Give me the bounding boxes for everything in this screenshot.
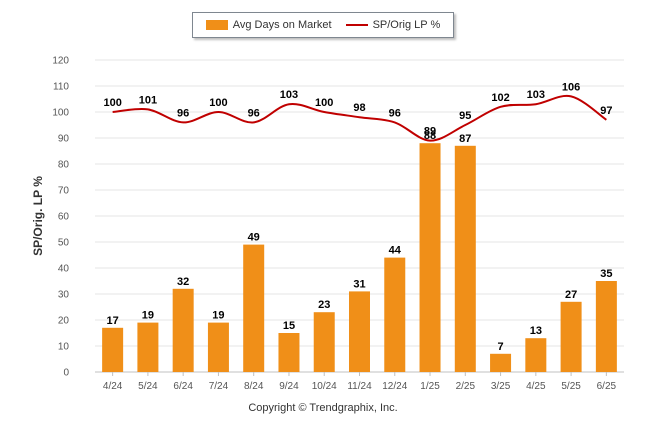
bar-value-label: 44 xyxy=(389,245,402,257)
bar-value-label: 31 xyxy=(353,278,365,290)
bar-value-label: 15 xyxy=(283,320,295,332)
y-tick-label: 70 xyxy=(58,186,70,197)
legend-label-bar: Avg Days on Market xyxy=(232,19,332,31)
y-tick-label: 20 xyxy=(58,316,70,327)
bar-value-label: 19 xyxy=(142,310,154,322)
x-tick-label: 6/25 xyxy=(597,381,617,392)
y-tick-label: 40 xyxy=(58,264,70,275)
y-tick-label: 110 xyxy=(53,82,69,93)
bar xyxy=(454,145,476,372)
bar-value-label: 87 xyxy=(459,133,471,145)
bar-value-label: 23 xyxy=(318,299,330,311)
x-tick-label: 5/24 xyxy=(138,381,158,392)
legend-swatch-bar xyxy=(205,20,228,30)
line-value-label: 89 xyxy=(424,126,436,138)
y-tick-label: 60 xyxy=(58,212,70,223)
line-value-label: 103 xyxy=(280,89,298,101)
bar xyxy=(137,322,159,372)
bar xyxy=(278,333,300,372)
bar xyxy=(172,288,194,372)
bar-value-label: 7 xyxy=(498,341,504,353)
bar xyxy=(525,338,547,372)
line-value-label: 97 xyxy=(600,105,612,117)
x-tick-label: 2/25 xyxy=(456,381,476,392)
y-tick-label: 120 xyxy=(52,56,69,67)
legend-item-bar[interactable]: Avg Days on Market xyxy=(205,19,332,31)
legend: Avg Days on Market SP/Orig LP % xyxy=(192,12,454,38)
x-tick-label: 12/24 xyxy=(382,381,407,392)
x-tick-label: 11/24 xyxy=(347,381,372,392)
x-tick-label: 8/24 xyxy=(244,381,264,392)
y-tick-label: 10 xyxy=(58,342,70,353)
line-value-label: 96 xyxy=(177,107,189,119)
bar xyxy=(243,244,265,372)
legend-swatch-line xyxy=(345,24,368,26)
y-tick-label: 30 xyxy=(58,290,70,301)
bar xyxy=(349,291,370,372)
x-tick-label: 4/25 xyxy=(526,381,546,392)
line-value-label: 106 xyxy=(562,81,580,93)
y-tick-label: 90 xyxy=(58,134,70,145)
bar xyxy=(595,281,617,372)
line-value-label: 101 xyxy=(139,94,157,106)
bar-value-label: 19 xyxy=(212,310,224,322)
line-value-label: 100 xyxy=(103,97,121,109)
bar-value-label: 17 xyxy=(107,315,119,327)
bar xyxy=(560,301,582,372)
bar xyxy=(102,327,124,372)
y-axis-title: SP/Orig. LP % xyxy=(31,176,45,256)
y-tick-label: 0 xyxy=(63,368,69,379)
line-value-label: 102 xyxy=(491,92,509,104)
x-tick-label: 3/25 xyxy=(491,381,511,392)
bar-value-label: 49 xyxy=(248,232,260,244)
legend-label-line: SP/Orig LP % xyxy=(372,19,441,31)
line-value-label: 96 xyxy=(248,107,260,119)
line-value-label: 96 xyxy=(389,107,401,119)
x-tick-label: 9/24 xyxy=(279,381,299,392)
bar xyxy=(384,257,406,372)
x-tick-label: 1/25 xyxy=(420,381,440,392)
line-value-label: 103 xyxy=(527,89,545,101)
bar xyxy=(207,322,229,372)
x-tick-label: 7/24 xyxy=(209,381,229,392)
bar-value-label: 27 xyxy=(565,289,577,301)
y-tick-label: 50 xyxy=(58,238,70,249)
x-tick-label: 4/24 xyxy=(103,381,123,392)
bar-value-label: 32 xyxy=(177,276,189,288)
x-tick-label: 6/24 xyxy=(173,381,193,392)
line-value-label: 100 xyxy=(315,97,333,109)
x-tick-label: 10/24 xyxy=(312,381,337,392)
y-tick-label: 80 xyxy=(58,160,70,171)
bar-value-label: 13 xyxy=(530,325,542,337)
bar xyxy=(313,312,335,372)
line-value-label: 98 xyxy=(353,102,365,114)
y-tick-label: 100 xyxy=(52,108,69,119)
bar xyxy=(419,143,441,372)
bar xyxy=(490,353,512,372)
copyright-text: Copyright © Trendgraphix, Inc. xyxy=(248,402,398,414)
line-series-path xyxy=(112,94,607,142)
line-value-label: 95 xyxy=(459,110,471,122)
line-value-label: 100 xyxy=(209,97,227,109)
legend-item-line[interactable]: SP/Orig LP % xyxy=(345,19,441,31)
bar-value-label: 35 xyxy=(600,268,612,280)
x-tick-label: 5/25 xyxy=(561,381,581,392)
